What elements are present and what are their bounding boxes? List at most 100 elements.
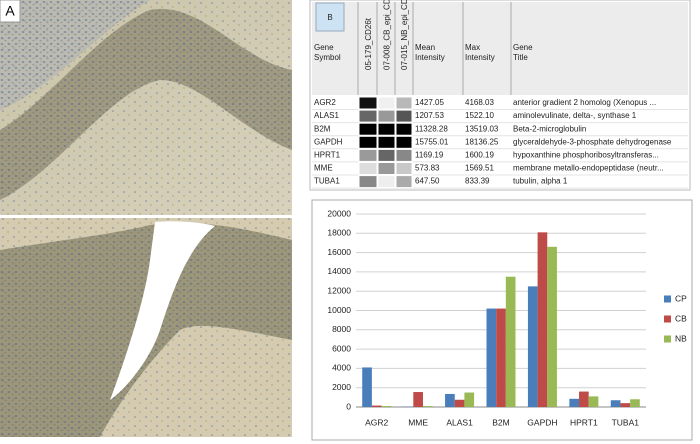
- legend-label: NB: [675, 333, 687, 343]
- heatmap-cell: [358, 96, 378, 110]
- y-tick-label: 18000: [327, 228, 351, 238]
- heatmap-cell: [377, 109, 396, 123]
- x-tick-label: HPRT1: [570, 417, 598, 427]
- column-header: 05-179_CD26t: [364, 17, 373, 70]
- histology-bottom: [0, 218, 292, 437]
- gene-title: membrane metallo-endopeptidase (neutr...: [513, 164, 664, 173]
- mean-intensity: 573.83: [415, 164, 440, 173]
- x-tick-label: ALAS1: [446, 417, 473, 427]
- gene-title: aminolevulinate, delta-, synthase 1: [513, 111, 637, 120]
- heatmap-cell: [377, 122, 396, 136]
- bar: [371, 405, 382, 407]
- gene-symbol: B2M: [314, 124, 331, 133]
- heatmap-cell: [395, 96, 413, 110]
- bar: [620, 403, 631, 407]
- y-tick-label: 6000: [332, 343, 351, 353]
- max-intensity: 4168.03: [465, 98, 494, 107]
- y-tick-label: 0: [346, 401, 351, 411]
- bar: [537, 232, 548, 407]
- gene-symbol: MME: [314, 164, 333, 173]
- bar: [547, 246, 557, 407]
- histology-top: [0, 0, 292, 215]
- bar: [610, 400, 621, 407]
- column-header: Mean Intensity: [415, 43, 445, 62]
- heatmap-cell: [377, 135, 396, 149]
- y-tick-label: 4000: [332, 363, 351, 373]
- legend-swatch: [664, 315, 671, 323]
- max-intensity: 1600.19: [465, 151, 494, 160]
- heatmap-cell: [358, 135, 378, 149]
- x-tick-label: TUBA1: [612, 417, 640, 427]
- heatmap-cell: [395, 162, 413, 175]
- heatmap-cell: [377, 148, 396, 162]
- panel-label: B: [327, 13, 332, 22]
- gene-title: Beta-2-microglobulin: [513, 124, 586, 133]
- column-header: Gene Symbol: [314, 43, 341, 62]
- mean-intensity: 1207.53: [415, 111, 444, 120]
- bar-chart: 0 2000 4000 6000 8000 10000 12000 14000 16000 180…: [311, 199, 693, 441]
- panel-label: A: [5, 3, 15, 19]
- gene-symbol: HPRT1: [314, 151, 341, 160]
- x-tick-label: MME: [408, 417, 428, 427]
- heatmap-cell: [395, 135, 413, 149]
- column-header: Gene Title: [513, 43, 533, 62]
- max-intensity: 833.39: [465, 177, 490, 186]
- heatmap-cell: [358, 109, 378, 123]
- column-header: 07-008_CB_epi_CD9posi: [383, 0, 392, 70]
- gene-title: glyceraldehyde-3-phosphate dehydrogenase: [513, 137, 672, 146]
- y-tick-label: 16000: [327, 247, 351, 257]
- mean-intensity: 1427.05: [415, 98, 444, 107]
- legend-swatch: [664, 295, 671, 303]
- legend-swatch: [664, 335, 671, 343]
- bar: [505, 276, 516, 407]
- max-intensity: 13519.03: [465, 124, 499, 133]
- bar: [496, 308, 506, 407]
- bar: [464, 392, 475, 407]
- heatmap-cell: [395, 122, 413, 136]
- heatmap-cell: [358, 162, 378, 175]
- x-tick-label: B2M: [492, 417, 509, 427]
- gene-title: anterior gradient 2 homolog (Xenopus ...: [513, 98, 656, 107]
- y-tick-label: 20000: [327, 208, 351, 218]
- heatmap-cell: [377, 96, 396, 110]
- bar: [579, 391, 589, 407]
- bar: [630, 399, 640, 407]
- bar: [413, 392, 423, 407]
- gene-title: tubulin, alpha 1: [513, 177, 568, 186]
- bar: [362, 367, 372, 407]
- max-intensity: 1569.51: [465, 164, 494, 173]
- bar: [445, 393, 455, 407]
- bar: [422, 406, 433, 407]
- mean-intensity: 11328.28: [415, 124, 448, 133]
- bar: [569, 398, 580, 407]
- x-tick-label: AGR2: [365, 417, 388, 427]
- heatmap-cell: [377, 162, 396, 175]
- max-intensity: 1522.10: [465, 111, 494, 120]
- y-tick-label: 2000: [332, 382, 351, 392]
- mean-intensity: 647.50: [415, 177, 440, 186]
- heatmap-cell: [395, 175, 413, 189]
- heatmap-cell: [377, 175, 396, 189]
- x-tick-label: GAPDH: [527, 417, 557, 427]
- y-tick-label: 12000: [327, 285, 351, 295]
- gene-symbol: GAPDH: [314, 137, 343, 146]
- bar: [381, 406, 392, 407]
- mean-intensity: 1169.19: [415, 151, 444, 160]
- heatmap-cell: [358, 122, 378, 136]
- legend-label: CB: [675, 313, 687, 323]
- bar: [588, 396, 599, 407]
- y-tick-label: 14000: [327, 266, 351, 276]
- heatmap-cell: [358, 175, 378, 189]
- max-intensity: 18136.25: [465, 137, 499, 146]
- column-header: Max Intensity: [465, 43, 495, 62]
- panel-label-box: [0, 0, 21, 23]
- heatmap-cell: [358, 148, 378, 162]
- legend-label: CP: [675, 293, 687, 303]
- y-tick-label: 10000: [327, 305, 351, 315]
- bar: [454, 399, 465, 407]
- gene-symbol: ALAS1: [314, 111, 339, 120]
- gene-title: hypoxanthine phosphoribosyltransferas...: [513, 151, 659, 160]
- heatmap-cell: [395, 109, 413, 123]
